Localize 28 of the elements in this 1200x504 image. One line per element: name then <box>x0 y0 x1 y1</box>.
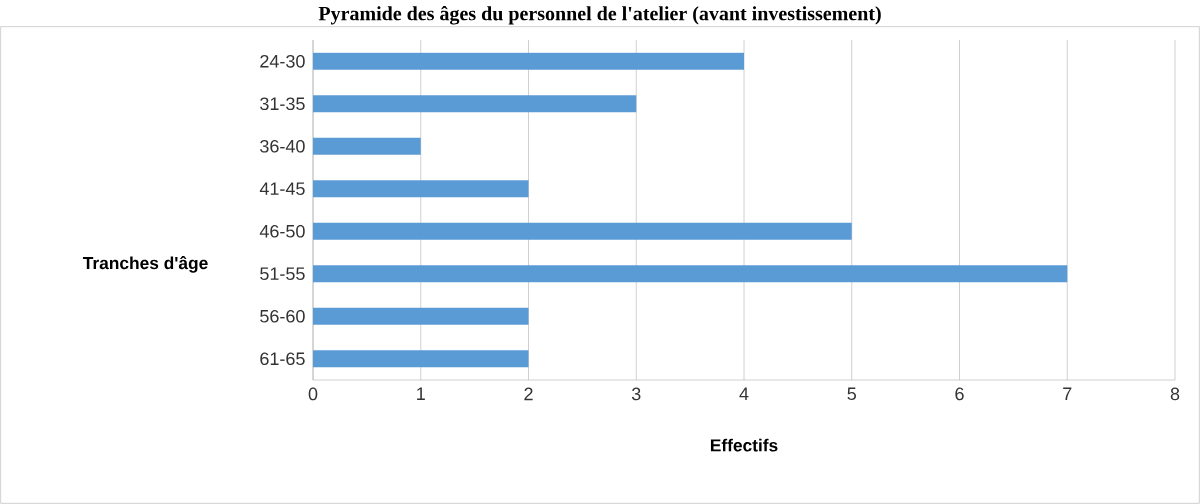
bar <box>313 222 852 240</box>
x-tick-label: 3 <box>631 387 641 401</box>
y-tick-label: 41-45 <box>259 182 305 196</box>
bar <box>313 52 744 70</box>
y-tick-label: 56-60 <box>260 309 305 323</box>
x-tick-label: 8 <box>1170 387 1180 401</box>
y-tick-label: 51-55 <box>260 267 305 281</box>
x-tick-label: 0 <box>308 387 318 401</box>
y-tick-label: 24-30 <box>260 54 305 68</box>
y-tick-label: 36-40 <box>260 139 305 153</box>
x-tick-label: 4 <box>739 387 749 400</box>
y-tick-label: 61-65 <box>260 352 305 366</box>
chart-title: Pyramide des âges du personnel de l'atelier (avant investissement) <box>318 6 881 25</box>
y-tick-label: 31-35 <box>260 97 305 111</box>
bar <box>313 137 421 155</box>
bar <box>313 307 529 325</box>
x-tick-label: 5 <box>847 387 857 401</box>
x-tick-label: 2 <box>524 387 533 401</box>
x-axis-title: Effectifs <box>710 438 778 452</box>
bar <box>313 180 529 198</box>
y-axis-title: Tranches d'âge <box>82 256 208 273</box>
bar <box>313 350 529 368</box>
x-tick-label: 6 <box>955 387 964 401</box>
y-tick-label: 46-50 <box>259 224 305 238</box>
bar <box>313 95 637 113</box>
bar <box>313 265 1068 283</box>
x-tick-label: 1 <box>417 387 425 400</box>
x-tick-label: 7 <box>1063 387 1072 400</box>
